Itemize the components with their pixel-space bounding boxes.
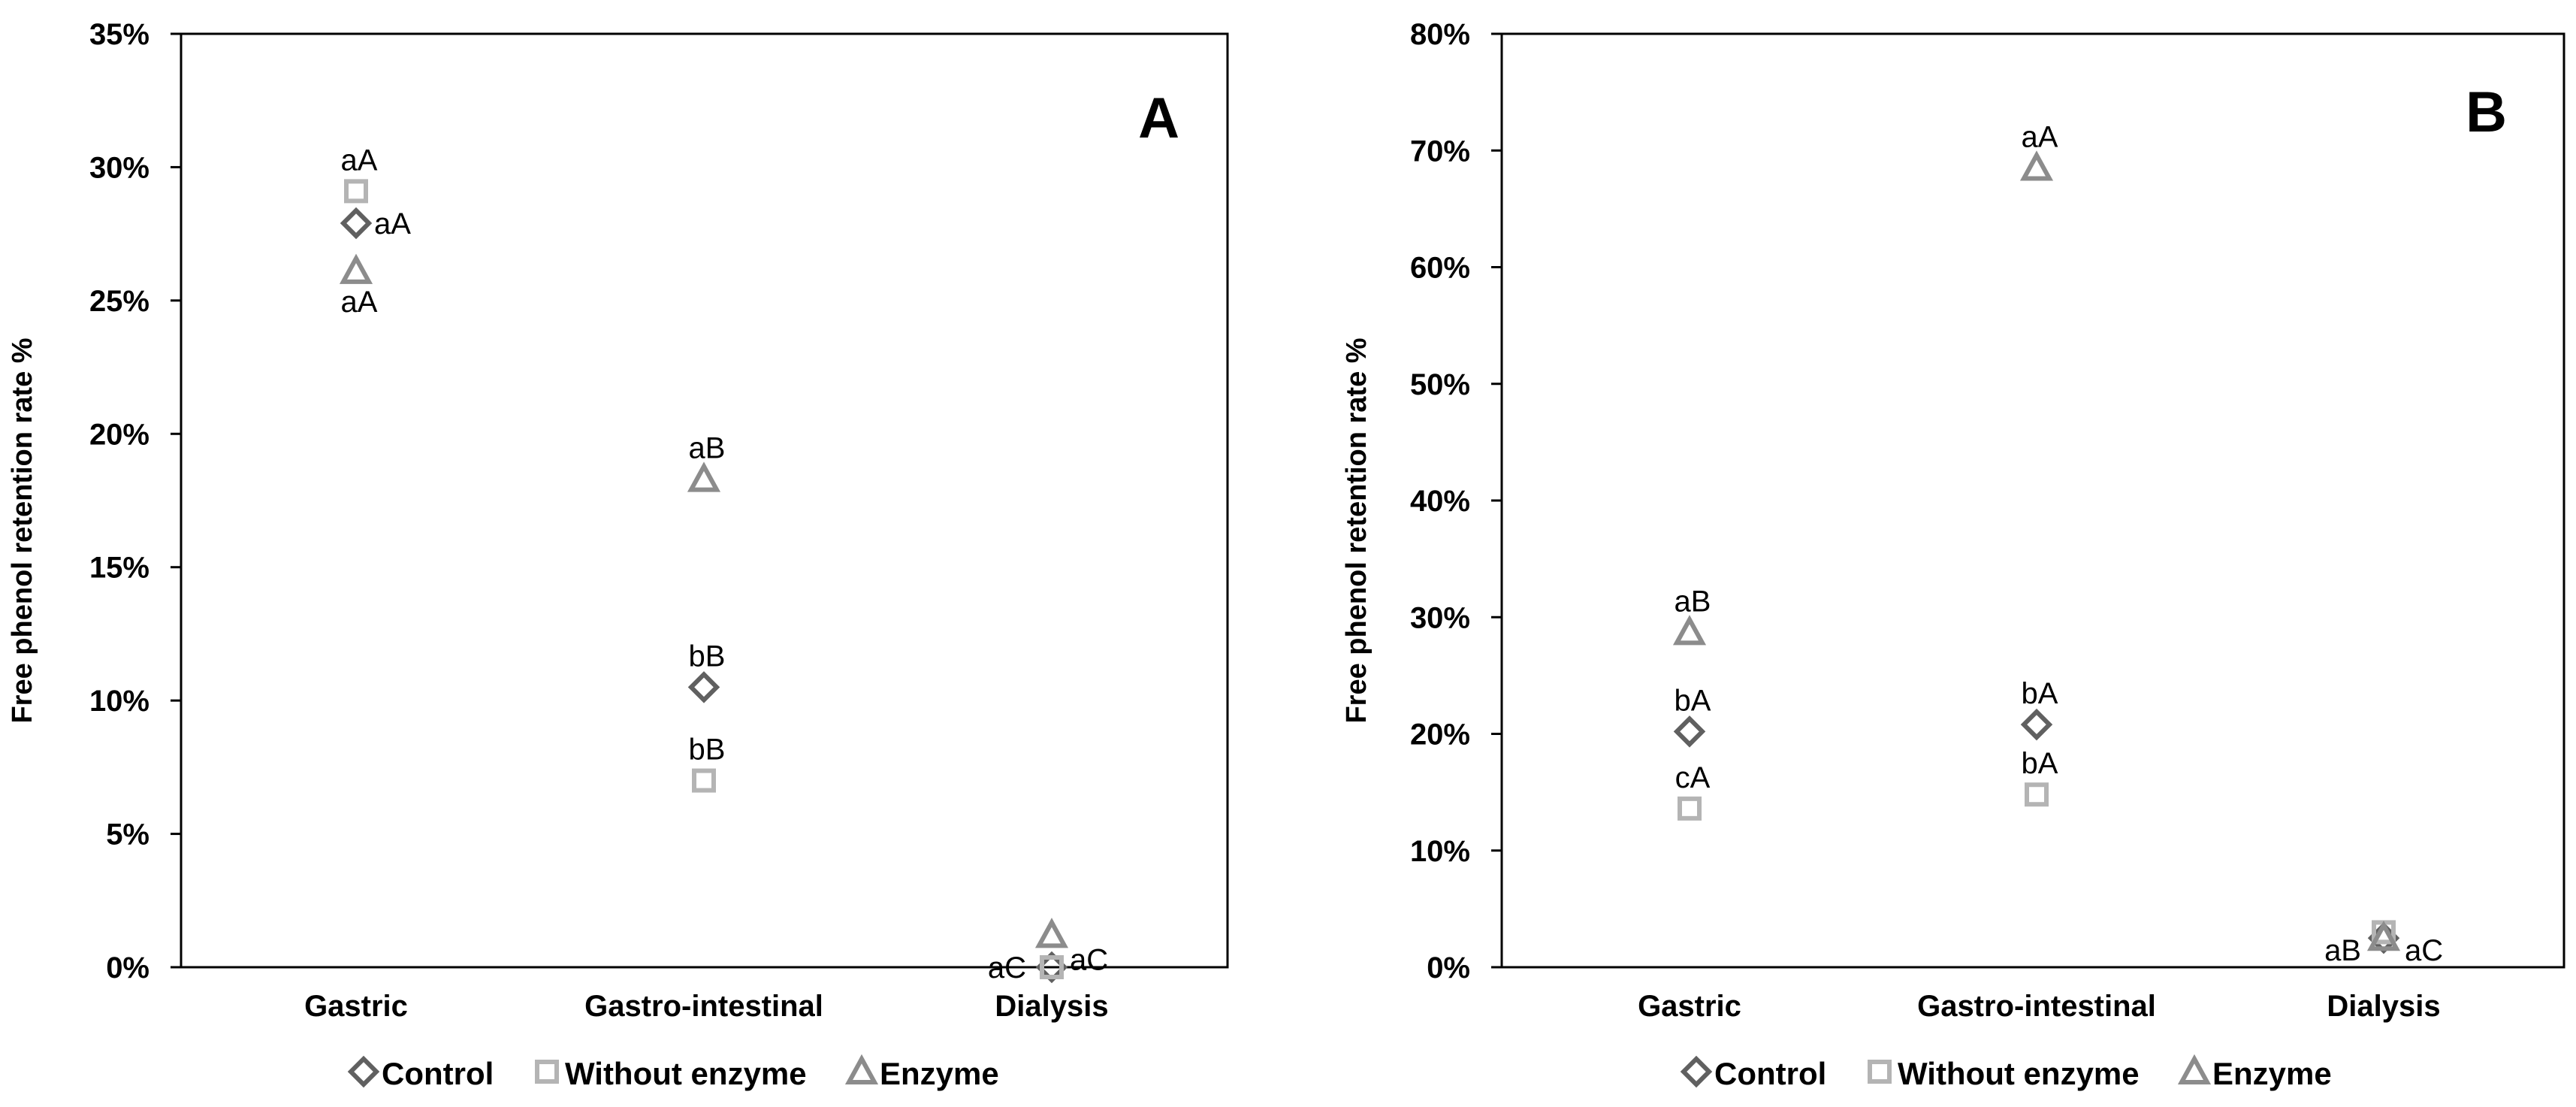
panel-b-data-label: bA [2022,747,2058,780]
panel-b-data-label: bA [2022,677,2058,710]
panel-b-legend-marker-triangle [2177,1054,2212,1084]
panel-b-point-square [2025,782,2049,807]
panel-a-ytick-label: 5% [106,818,149,851]
panel-b: 0% 10% 20% 30% 40% 50% 60% 70% 80% Gastric Gastro-… [1341,18,2565,1091]
panel-a-point-square [692,768,716,793]
panel-b-data-label: aB [2324,934,2361,967]
panel-a-data-label: bB [689,640,726,673]
panel-b-ytick-label: 0% [1427,951,1470,985]
panel-b-ytick-label: 20% [1410,718,1470,752]
panel-b-data-label: aA [2022,121,2058,154]
panel-a-point-triangle [1034,918,1069,948]
panel-b-legend-label: Enzyme [2212,1056,2332,1091]
panel-a-xtick-label: Gastric [304,990,408,1023]
panel-b-ytick-label: 60% [1410,252,1470,285]
panel-b-ytick-label: 50% [1410,368,1470,401]
panel-b-label: B [2466,80,2507,144]
panel-a-legend-label: Without enzyme [565,1056,807,1091]
panel-a-point-triangle [687,461,721,492]
panel-b-ytick-label: 10% [1410,835,1470,868]
panel-b-legend-label: Without enzyme [1898,1056,2140,1091]
panel-a-ytick-label: 0% [106,951,149,985]
panel-a-point-diamond [687,671,720,703]
panel-b-point-triangle [2366,920,2401,951]
panel-a-xtick-label: Gastro-intestinal [584,990,823,1023]
panel-a-data-label: bB [689,733,726,767]
panel-a-point-square [344,179,368,204]
panel-a-legend: Control Without enzyme Enzyme [347,1054,999,1091]
panel-a-ytick-label: 20% [89,418,149,451]
panel-a-data-label: aA [341,286,378,319]
panel-a-legend-marker-triangle [844,1054,879,1084]
panel-a-legend-marker-square [535,1060,559,1084]
panel-b-data-label: aC [2405,934,2443,967]
panel-a-point-square [1040,955,1064,979]
panel-a-legend-marker-diamond [347,1055,380,1088]
panel-b-xtick-label: Gastro-intestinal [1917,990,2156,1023]
panel-a-legend-label: Enzyme [880,1056,999,1091]
panel-b-legend-marker-square [1868,1060,1892,1084]
panel-b-data-label: cA [1675,761,1711,794]
panel-a-ytick-label: 30% [89,151,149,184]
panel-b-xtick-label: Dialysis [2327,990,2440,1023]
panel-b-ytick-label: 70% [1410,135,1470,168]
panel-b-legend-marker-diamond [1680,1055,1713,1088]
panel-a-legend-label: Control [382,1056,494,1091]
panel-a-xtick-label: Dialysis [995,990,1108,1023]
panel-b-data-label: bA [1675,684,1711,717]
panel-b-legend: Control Without enzyme Enzyme [1680,1054,2332,1091]
panel-a-data-label: aC [1070,943,1108,976]
panel-b-data-label: aB [1675,585,1711,618]
panel-b-point-triangle [1672,615,1707,646]
panel-a-data-label: aA [374,207,411,240]
panel-b-ytick-label: 30% [1410,601,1470,634]
panel-b-xtick-label: Gastric [1638,990,1741,1023]
panel-a-plot-frame [180,32,1229,969]
panel-b-ytick-label: 80% [1410,18,1470,51]
panel-b-point-square [1678,796,1702,821]
panel-a-ytick-label: 10% [89,685,149,718]
panel-b-plot-frame [1500,32,2565,969]
panel-b-point-triangle [2019,150,2054,181]
panel-a-label: A [1138,86,1179,150]
panel-a-data-label: aB [689,432,726,465]
panel-a-data-label: aA [341,144,378,177]
panel-a-ytick-label: 15% [89,552,149,585]
panel-a-point-triangle [339,253,373,284]
panel-b-ytick-label: 40% [1410,485,1470,518]
panel-a-ytick-label: 25% [89,285,149,318]
panel-a: 0% 5% 10% 15% 20% 25% 30% 35% Gastric Gastro-inte… [7,18,1229,1091]
panel-b-point-diamond [1673,715,1706,748]
panel-b-point-diamond [2020,708,2053,741]
panel-a-point-diamond [340,207,373,240]
panel-a-y-axis-title: Free phenol retention rate % [7,337,38,723]
panel-a-data-label: aC [988,951,1026,985]
panel-b-legend-label: Control [1714,1056,1826,1091]
panel-a-ytick-label: 35% [89,18,149,51]
panel-b-y-axis-title: Free phenol retention rate % [1341,337,1373,723]
